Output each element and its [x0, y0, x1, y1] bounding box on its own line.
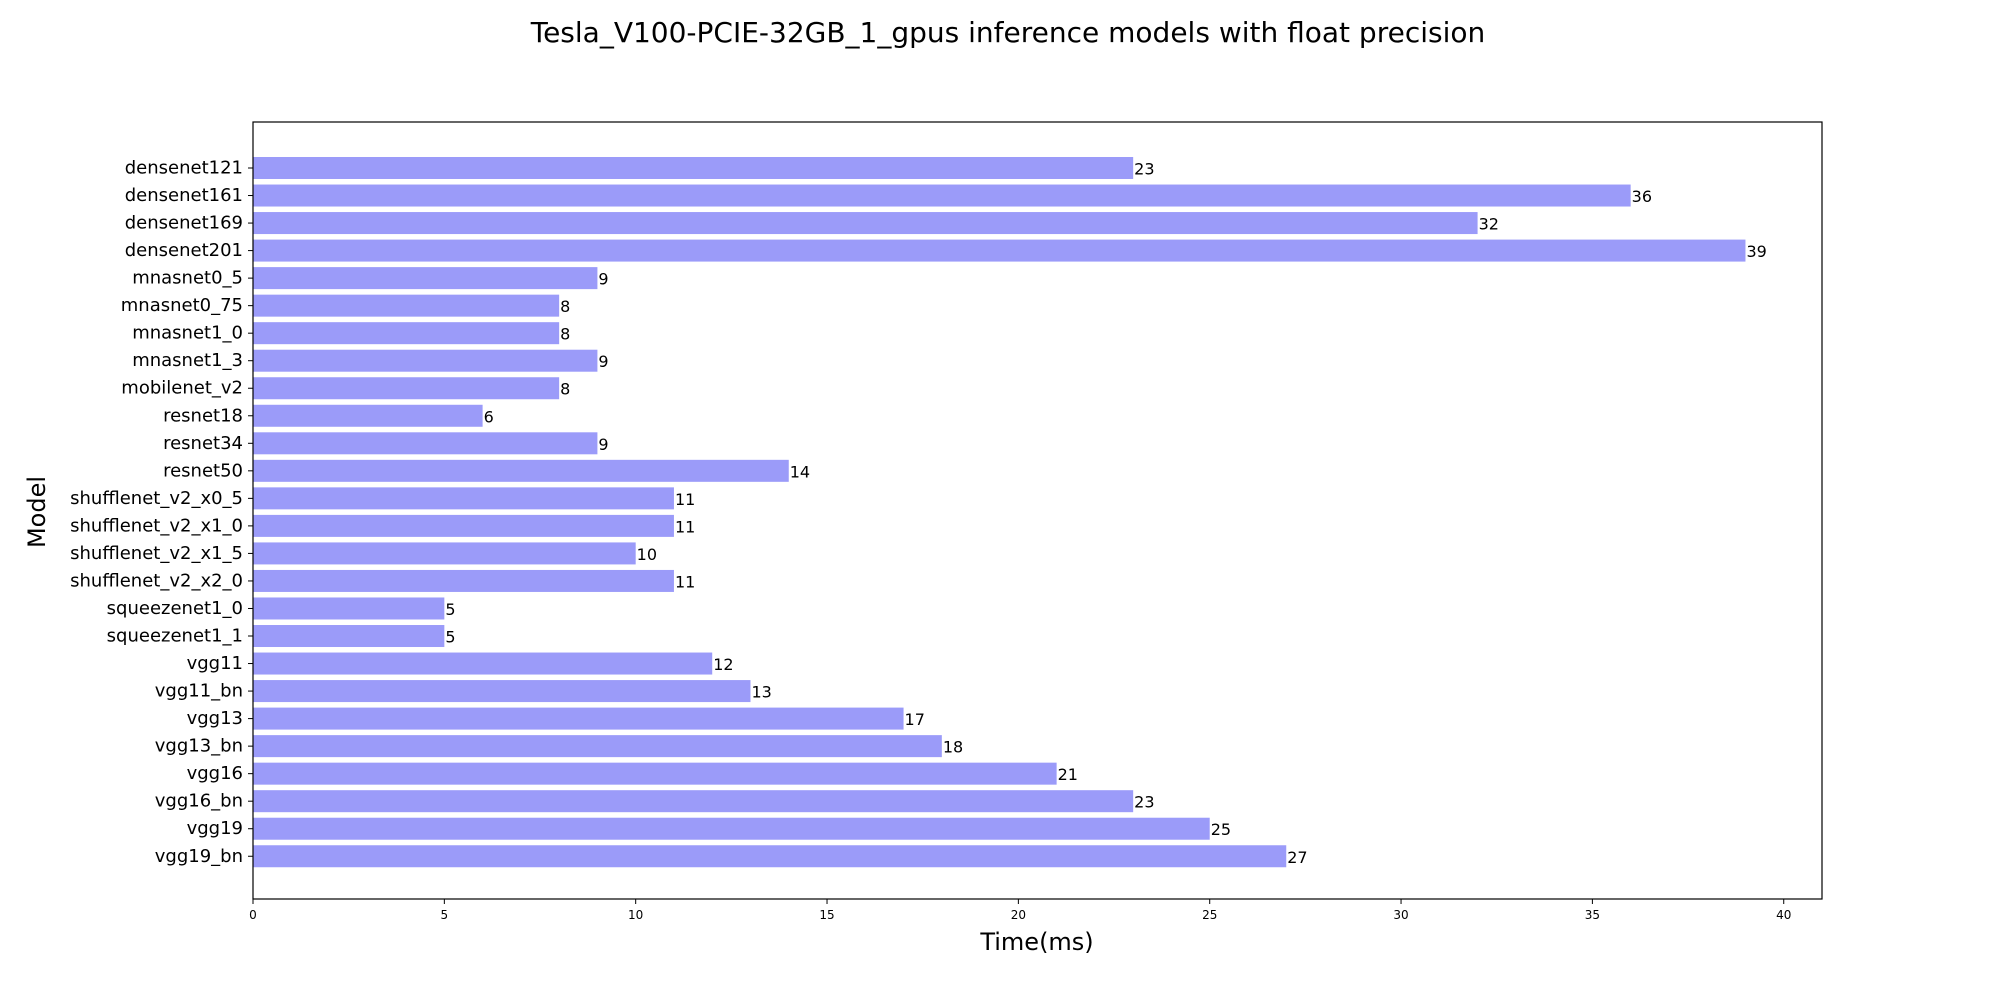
bar-mnasnet0_5 — [253, 267, 598, 290]
bar-vgg11_bn — [253, 680, 751, 703]
category-label: resnet18 — [163, 405, 243, 426]
value-label: 17 — [905, 710, 925, 729]
value-label: 11 — [675, 517, 695, 536]
value-label: 8 — [560, 297, 570, 316]
chart-title: Tesla_V100-PCIE-32GB_1_gpus inference mo… — [530, 16, 1486, 49]
value-label: 11 — [675, 490, 695, 509]
value-label: 12 — [713, 655, 733, 674]
category-label: squeezenet1_1 — [107, 626, 243, 647]
bar-resnet18 — [253, 404, 483, 427]
value-label: 14 — [790, 462, 810, 481]
category-label: mobilenet_v2 — [121, 378, 243, 399]
category-label: vgg11 — [187, 653, 243, 674]
category-label: squeezenet1_0 — [107, 598, 243, 619]
category-label: mnasnet1_3 — [132, 350, 243, 371]
x-tick-label: 0 — [249, 908, 257, 922]
category-label: vgg13_bn — [155, 736, 243, 757]
x-tick-label: 40 — [1776, 908, 1791, 922]
bar-squeezenet1_0 — [253, 597, 445, 620]
bar-vgg19_bn — [253, 845, 1287, 868]
category-label: mnasnet0_75 — [121, 295, 243, 316]
bar-vgg16 — [253, 762, 1057, 785]
category-label: densenet161 — [125, 185, 243, 206]
x-tick-label: 35 — [1585, 908, 1600, 922]
bar-resnet34 — [253, 432, 598, 455]
category-labels: densenet121 densenet161 densenet169 densene… — [70, 158, 253, 867]
category-label: densenet201 — [125, 240, 243, 261]
bar-squeezenet1_1 — [253, 625, 445, 648]
category-label: vgg19 — [187, 818, 243, 839]
value-label: 10 — [637, 545, 657, 564]
category-label: vgg13 — [187, 708, 243, 729]
value-label: 6 — [484, 407, 494, 426]
bar-vgg13_bn — [253, 735, 942, 758]
value-label: 36 — [1632, 187, 1652, 206]
bar-mobilenet_v2 — [253, 377, 560, 400]
value-label: 11 — [675, 572, 695, 591]
value-label: 23 — [1134, 160, 1154, 179]
x-tick-label: 25 — [1202, 908, 1217, 922]
value-labels: 23 36 32 39 9 8 8 9 8 6 9 14 11 11 10 11 5 5 12 13 17 18 21 23 2… — [445, 160, 1766, 867]
value-label: 9 — [598, 352, 608, 371]
x-axis-label: Time(ms) — [979, 928, 1093, 956]
y-axis-label: Model — [23, 476, 51, 548]
bar-mnasnet0_75 — [253, 294, 560, 317]
value-label: 13 — [751, 683, 771, 702]
value-label: 5 — [445, 600, 455, 619]
value-label: 27 — [1287, 848, 1307, 867]
bar-densenet201 — [253, 239, 1746, 262]
bar-vgg19 — [253, 817, 1210, 840]
bars-group — [253, 157, 1746, 868]
bar-shufflenet_v2_x1_5 — [253, 542, 636, 565]
value-label: 8 — [560, 325, 570, 344]
bar-shufflenet_v2_x1_0 — [253, 514, 674, 537]
category-label: vgg16 — [187, 763, 243, 784]
value-label: 21 — [1058, 765, 1078, 784]
category-label: shufflenet_v2_x0_5 — [70, 488, 243, 509]
category-label: shufflenet_v2_x1_0 — [70, 515, 243, 536]
category-label: mnasnet0_5 — [132, 268, 243, 289]
bar-vgg13 — [253, 707, 904, 730]
bar-shufflenet_v2_x2_0 — [253, 569, 674, 592]
category-label: vgg11_bn — [155, 681, 243, 702]
value-label: 25 — [1211, 820, 1231, 839]
bar-vgg11 — [253, 652, 713, 675]
category-label: vgg16_bn — [155, 791, 243, 812]
category-label: shufflenet_v2_x1_5 — [70, 543, 243, 564]
x-tick-label: 15 — [819, 908, 834, 922]
value-label: 9 — [598, 270, 608, 289]
x-tick-label: 10 — [628, 908, 643, 922]
x-axis-ticks: 0 5 10 15 20 25 30 35 40 — [249, 899, 1791, 922]
category-label: densenet169 — [125, 213, 243, 234]
bar-densenet121 — [253, 157, 1134, 179]
bar-resnet50 — [253, 459, 789, 482]
value-label: 32 — [1479, 215, 1499, 234]
x-tick-label: 30 — [1393, 908, 1408, 922]
value-label: 8 — [560, 380, 570, 399]
category-label: resnet50 — [163, 460, 243, 481]
x-tick-label: 20 — [1011, 908, 1026, 922]
category-label: resnet34 — [163, 433, 243, 454]
bar-densenet169 — [253, 212, 1478, 235]
value-label: 18 — [943, 738, 963, 757]
value-label: 9 — [598, 435, 608, 454]
bar-mnasnet1_0 — [253, 322, 560, 345]
value-label: 39 — [1746, 242, 1766, 261]
bar-vgg16_bn — [253, 790, 1134, 813]
bar-densenet161 — [253, 184, 1631, 207]
category-label: densenet121 — [125, 158, 243, 179]
category-label: shufflenet_v2_x2_0 — [70, 570, 243, 591]
value-label: 5 — [445, 628, 455, 647]
bar-mnasnet1_3 — [253, 349, 598, 372]
category-label: mnasnet1_0 — [132, 323, 243, 344]
category-label: vgg19_bn — [155, 846, 243, 867]
x-tick-label: 5 — [441, 908, 449, 922]
plot-frame — [252, 121, 1823, 900]
bar-shufflenet_v2_x0_5 — [253, 487, 674, 510]
value-label: 23 — [1134, 793, 1154, 812]
